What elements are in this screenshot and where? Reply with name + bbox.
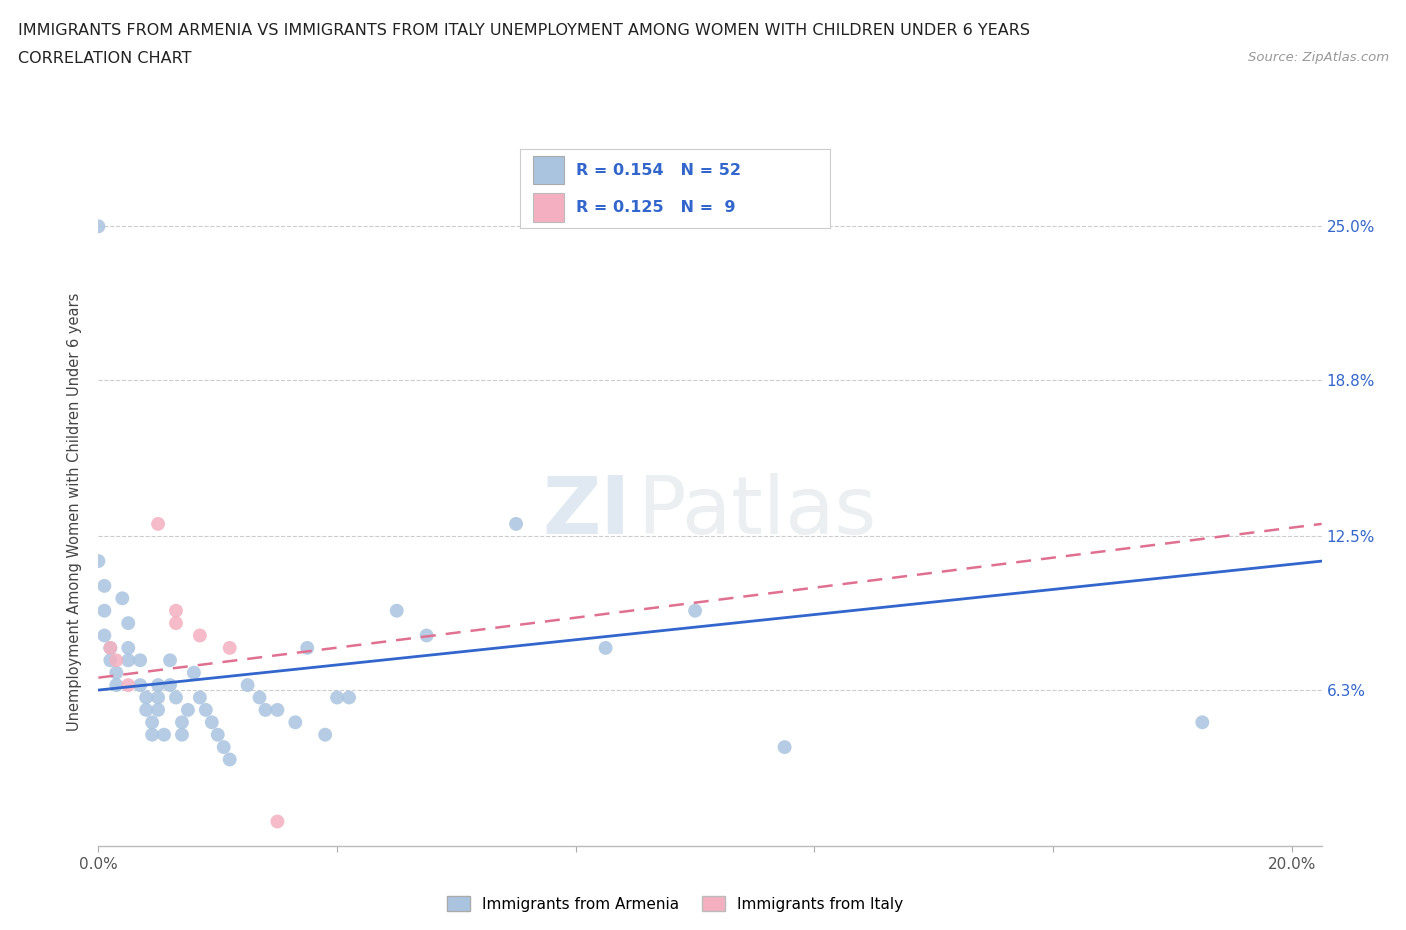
Point [129,678,152,693]
Point [201,715,224,730]
Point [153,727,176,742]
Point [141,715,163,730]
Point [129,653,152,668]
Point [135,702,157,717]
Point [141,727,163,742]
Point [117,616,139,631]
Point [385,604,408,618]
Point [117,653,139,668]
Point [236,678,259,693]
Point [266,814,288,829]
Text: R = 0.154   N = 52: R = 0.154 N = 52 [576,163,741,178]
Point [105,653,128,668]
Point [284,715,307,730]
Point [337,690,360,705]
Point [93,578,115,593]
Point [165,604,187,618]
Text: Source: ZipAtlas.com: Source: ZipAtlas.com [1249,51,1389,64]
Point [249,690,271,705]
Point [218,641,240,656]
Point [177,702,200,717]
Point [111,591,134,605]
Point [170,727,193,742]
Point [415,628,437,643]
Point [105,665,128,680]
Legend: Immigrants from Armenia, Immigrants from Italy: Immigrants from Armenia, Immigrants from… [440,889,910,918]
Text: CORRELATION CHART: CORRELATION CHART [18,51,191,66]
Text: R = 0.125   N =  9: R = 0.125 N = 9 [576,200,735,215]
Point [183,665,205,680]
Point [93,604,115,618]
Point [207,727,229,742]
Point [159,653,181,668]
Point [773,739,796,754]
Point [212,739,235,754]
Point [93,628,115,643]
Point [87,553,110,568]
Point [159,678,181,693]
Text: Patlas: Patlas [637,472,876,551]
Point [98,641,121,656]
Point [254,702,277,717]
Point [87,219,110,233]
Point [188,690,211,705]
Point [595,641,617,656]
Point [98,641,121,656]
FancyBboxPatch shape [533,156,564,184]
Point [1191,715,1213,730]
Point [314,727,336,742]
Point [146,702,169,717]
Point [194,702,217,717]
Point [117,641,139,656]
Point [117,678,139,693]
Text: ZI: ZI [543,472,630,551]
Point [266,702,288,717]
Point [146,690,169,705]
Point [170,715,193,730]
Point [165,690,187,705]
Point [297,641,319,656]
Y-axis label: Unemployment Among Women with Children Under 6 years: Unemployment Among Women with Children U… [67,292,83,731]
Point [105,678,128,693]
Point [188,628,211,643]
Point [165,616,187,631]
Point [146,678,169,693]
Point [326,690,349,705]
Point [135,690,157,705]
Point [505,516,527,531]
Point [146,516,169,531]
Point [98,653,121,668]
Point [683,604,706,618]
Point [218,752,240,767]
Text: IMMIGRANTS FROM ARMENIA VS IMMIGRANTS FROM ITALY UNEMPLOYMENT AMONG WOMEN WITH C: IMMIGRANTS FROM ARMENIA VS IMMIGRANTS FR… [18,23,1031,38]
FancyBboxPatch shape [533,193,564,221]
